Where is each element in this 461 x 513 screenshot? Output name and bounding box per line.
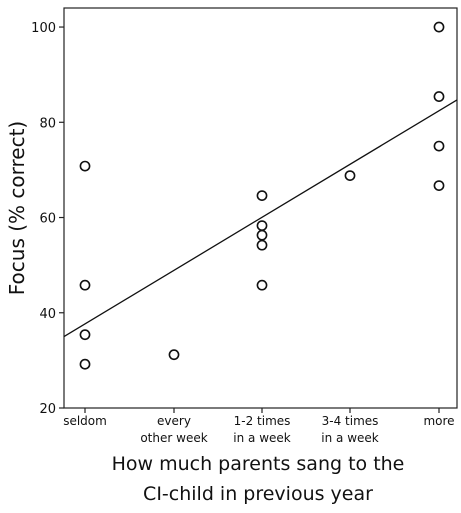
data-point	[256, 190, 268, 202]
data-point	[256, 220, 268, 232]
y-tick-label: 100	[31, 21, 56, 36]
y-tick-label: 80	[39, 116, 56, 131]
data-point	[79, 279, 91, 291]
x-category-label: in a week	[233, 431, 291, 445]
data-point	[433, 91, 445, 102]
data-point	[256, 239, 268, 251]
x-axis-title: CI-child in previous year	[143, 483, 373, 505]
y-tick-label: 20	[39, 402, 56, 417]
x-category-label: other week	[140, 431, 207, 445]
data-point	[433, 180, 445, 192]
data-point	[79, 358, 91, 370]
data-point	[79, 160, 91, 172]
x-category-label: seldom	[63, 414, 107, 428]
x-category-label: more	[423, 414, 454, 428]
data-point	[344, 170, 356, 182]
x-category-label: in a week	[321, 431, 379, 445]
y-tick-label: 60	[39, 212, 56, 227]
data-point	[256, 279, 268, 291]
x-axis-title: How much parents sang to the	[112, 453, 405, 475]
data-point	[256, 229, 268, 241]
fit-line	[63, 99, 458, 338]
y-axis-title: Focus (% correct)	[5, 121, 29, 295]
y-tick-label: 40	[39, 307, 56, 322]
plot-frame	[63, 7, 458, 409]
axis-labels: 20 40 60 80 100 seldom every other week 1-2 time…	[5, 21, 455, 505]
data-points	[79, 21, 445, 370]
data-point	[433, 21, 445, 33]
axes	[59, 7, 458, 413]
data-point	[168, 349, 180, 361]
x-category-label: every	[157, 414, 191, 428]
fit-line-group	[63, 99, 458, 338]
x-category-label: 3-4 times	[322, 414, 379, 428]
data-point	[433, 140, 445, 152]
data-point	[79, 329, 91, 341]
x-category-label: 1-2 times	[234, 414, 291, 428]
